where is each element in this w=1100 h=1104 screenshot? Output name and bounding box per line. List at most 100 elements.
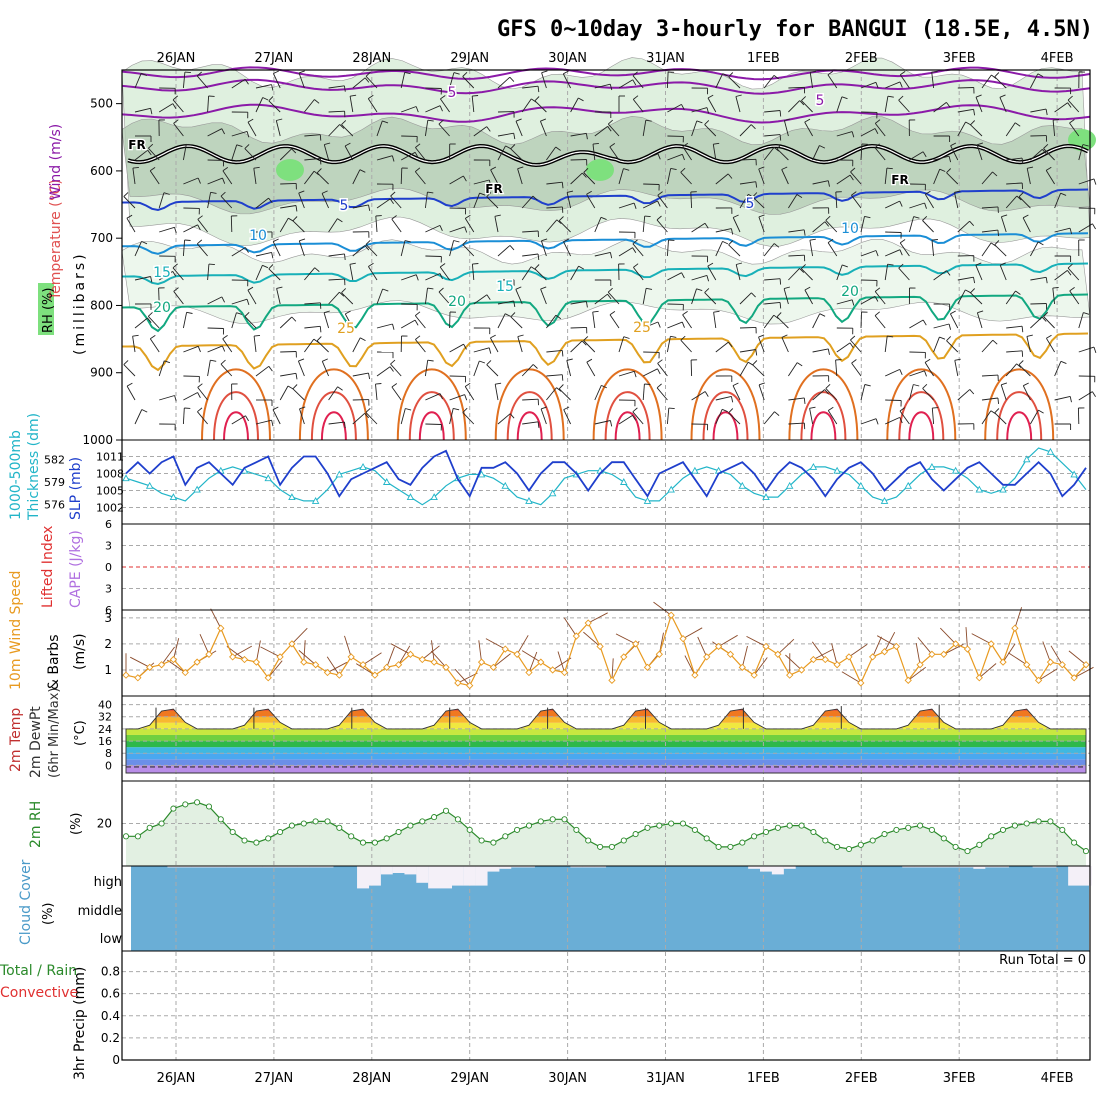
wind-barb (304, 339, 313, 352)
wind-barb-feather (810, 407, 816, 408)
date-label-top: 26JAN (157, 51, 196, 66)
rh-point (396, 829, 401, 834)
wind10-tick-label: 3 (104, 611, 112, 625)
rh-point (526, 823, 531, 828)
wind10-barb (522, 651, 541, 663)
wind-barb-feather (392, 384, 397, 388)
precip-axis-label: 3hr Precip (mm) (72, 967, 88, 1080)
wind10-tick-label: 2 (104, 637, 112, 651)
rh-maximum-blob (276, 159, 304, 181)
wind-barb (1006, 351, 1022, 352)
wind-barb-feather (487, 360, 491, 364)
rh-axis-label: RH (%) (41, 288, 56, 333)
temp-tick-label: 0 (105, 759, 112, 772)
rh-point (313, 819, 318, 824)
wind-barb-feather (610, 311, 615, 314)
rh-point (372, 840, 377, 845)
rh-point (1060, 827, 1065, 832)
wind-barb (522, 254, 538, 256)
wind-barb (450, 395, 465, 400)
rh-point (325, 819, 330, 824)
date-label-bottom: 30JAN (548, 1071, 587, 1086)
warm-plume-contour (1007, 412, 1031, 440)
wind-barb-feather (970, 389, 974, 394)
wind-barb (837, 343, 850, 352)
pressure-tick-label: 900 (90, 366, 113, 380)
temp-color-band (126, 705, 1086, 711)
wind-barb-feather (465, 395, 467, 401)
wind-barb (788, 398, 804, 400)
wind-barb-feather (1027, 335, 1033, 336)
chart-title: GFS 0~10day 3-hourly for BANGUI (18.5E, … (497, 17, 1093, 42)
wind10-barb (683, 628, 702, 639)
temp2m-label: 2m Temp (8, 708, 24, 772)
warm-plume-contour (322, 412, 346, 440)
rh-point (171, 806, 176, 811)
date-label-top: 30JAN (548, 51, 587, 66)
wind-barb-feather (222, 346, 224, 352)
rh-point (692, 827, 697, 832)
rh-point (538, 819, 543, 824)
wind-barb (183, 393, 197, 401)
rh-point (586, 838, 591, 843)
thickness-tick-label: 582 (44, 453, 65, 466)
wind-barb (474, 348, 489, 352)
wind-barb-feather (320, 326, 321, 332)
wind-barb (716, 409, 722, 424)
warm-plume-contour (704, 392, 748, 440)
wind-barb-feather (683, 311, 688, 314)
wind-barb-feather (775, 412, 780, 416)
rh-point (941, 836, 946, 841)
wind-barb (256, 366, 269, 376)
date-label-bottom: 2FEB (845, 1071, 878, 1086)
wind-barb (782, 337, 789, 352)
wind-barb (425, 424, 441, 425)
wind-barb (595, 421, 611, 425)
temp-tick-label: 40 (98, 699, 112, 712)
date-label-top: 3FEB (943, 51, 976, 66)
wind-barb (280, 352, 296, 353)
date-label-bottom: 26JAN (157, 1071, 196, 1086)
cloud-high-gap (381, 866, 393, 874)
rh-point (680, 821, 685, 826)
wind-barb (183, 312, 186, 328)
temp-contour-label: 10 (249, 228, 267, 244)
wind-barb-feather (479, 361, 485, 363)
run-total: Run Total = 0 (999, 953, 1086, 968)
wind-barb-feather (269, 366, 273, 371)
precip-tick-label: 0.6 (101, 987, 120, 1001)
wind-barb (298, 361, 304, 376)
wind-barb-feather (415, 336, 420, 340)
cloud-base (131, 866, 1089, 951)
wind-barb (401, 320, 415, 328)
warm-plume-contour (398, 369, 466, 440)
cloud-high-gap (487, 866, 499, 872)
rh-point (503, 834, 508, 839)
warm-plume-contour (410, 392, 454, 440)
date-label-top: 28JAN (352, 51, 391, 66)
rh-point (811, 829, 816, 834)
rh-point (135, 834, 140, 839)
date-label-bottom: 4FEB (1041, 1071, 1074, 1086)
wind10-point (787, 672, 793, 678)
wind-barb-feather (376, 384, 382, 385)
wind-barb-feather (150, 335, 155, 338)
rh-point (1012, 823, 1017, 828)
temp-unit: (°C) (73, 720, 88, 746)
rh-point (1048, 819, 1053, 824)
wind-barb-feather (995, 409, 999, 413)
wind10-point (609, 677, 615, 683)
rh-point (763, 829, 768, 834)
wind10-point (348, 654, 354, 660)
wind-barb-feather (360, 338, 365, 341)
freezing-level-label: FR (891, 173, 908, 187)
temp-minmax-label: (6hr Min/Max) (47, 688, 62, 778)
wind-barb (135, 410, 142, 425)
wind10-barb (558, 652, 565, 673)
rh-point (645, 825, 650, 830)
rh-point (716, 844, 721, 849)
wind10-barb (654, 602, 672, 615)
rh2m-unit: (%) (69, 813, 84, 836)
wind-barb (932, 240, 934, 256)
